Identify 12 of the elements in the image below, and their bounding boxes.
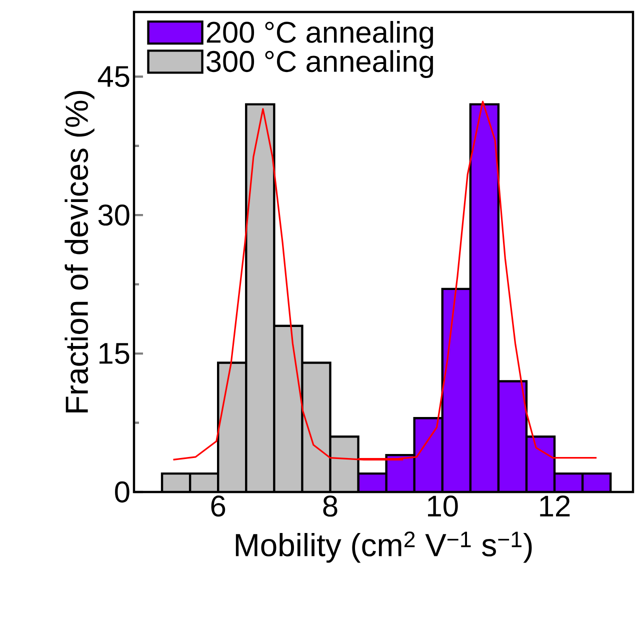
x-tick-label: 6: [211, 496, 226, 517]
legend-label: 200 °C annealing: [206, 20, 434, 49]
y-tick-label: 45: [98, 66, 130, 88]
y-tick-label: 30: [98, 204, 130, 226]
x-axis-title: Mobility (cm$^{2}$ V$^{−1}$ s$^{−1}$): [236, 532, 532, 563]
x-tick-label: 12: [540, 496, 570, 516]
y-tick-label: 15: [100, 343, 130, 364]
y-axis-title: Fraction of devices (%): [64, 91, 94, 412]
legend-label: 300 °C annealing: [206, 50, 434, 78]
x-tick-label: 8: [323, 496, 338, 517]
y-tick-label: 0: [115, 481, 130, 503]
x-tick-label: 10: [428, 496, 458, 517]
